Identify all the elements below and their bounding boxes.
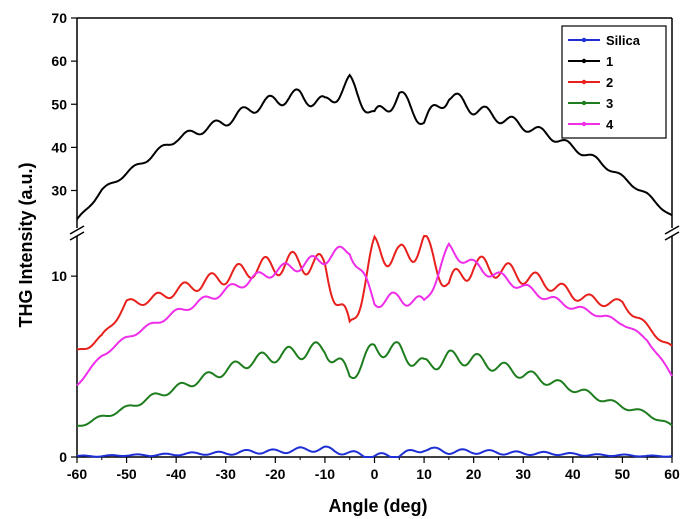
axis-break-mark [69,231,85,241]
series-layer [76,73,673,458]
y-axis-title: THG Intensity (a.u.) [16,162,36,327]
axis-break-mark [664,231,680,241]
x-tick-label: 0 [371,466,379,482]
x-tick-label: -40 [166,466,186,482]
legend-label: 1 [606,54,613,69]
series-line-1 [76,73,673,220]
x-tick-label: 20 [466,466,482,482]
axis-break-mark [69,225,85,235]
axes-layer: -60 -50 -40 -30 -20 -10 0 10 20 30 40 50 60 0 10 30 40 50… [51,10,680,482]
axis-break-mark [664,225,680,235]
x-tick-label: 50 [615,466,631,482]
y-tick-label: 40 [51,139,67,155]
x-tick-label: 40 [565,466,581,482]
x-tick-label: 60 [664,466,680,482]
y-tick-label: 30 [51,183,67,199]
x-tick-label: -30 [216,466,236,482]
legend-marker [581,58,587,64]
legend-label: 4 [606,117,614,132]
y-tick-label: 70 [51,10,67,26]
y-tick-label: 0 [59,449,67,465]
series-line-4 [76,242,673,387]
y-tick-label: 50 [51,96,67,112]
x-tick-label: -20 [265,466,285,482]
legend-marker [581,121,587,127]
x-tick-label: -50 [116,466,136,482]
x-tick-label: 30 [515,466,531,482]
legend-marker [581,79,587,85]
x-axis-title: Angle (deg) [329,496,428,516]
y-tick-label: 60 [51,53,67,69]
x-tick-label: -10 [315,466,335,482]
series-line-silica [76,445,673,458]
legend-label: 3 [606,96,613,111]
series-line-3 [77,341,673,427]
legend-label: Silica [606,33,641,48]
x-tick-label: 10 [416,466,432,482]
series-line-2 [76,234,673,351]
legend-label: 2 [606,75,613,90]
legend-marker [581,37,587,43]
legend-marker [581,100,587,106]
y-tick-label: 10 [51,268,67,284]
x-tick-label: -60 [67,466,87,482]
legend: Silica 1 2 3 4 [561,25,667,139]
